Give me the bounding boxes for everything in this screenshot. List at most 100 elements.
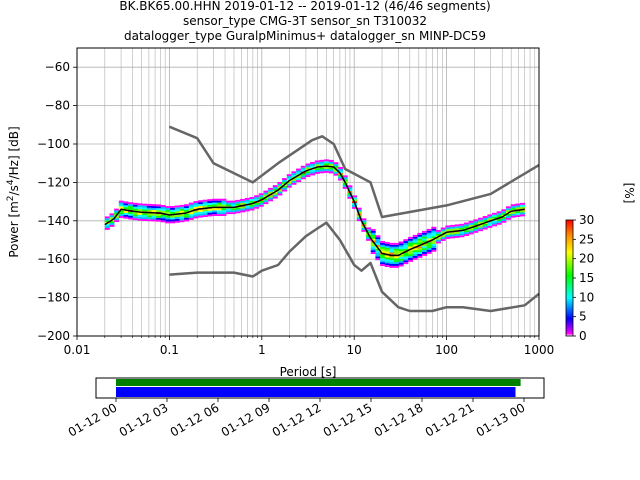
heatmap-cell (431, 232, 437, 235)
heatmap-cell (272, 188, 278, 191)
heatmap-cell (440, 237, 446, 240)
plot-background (77, 48, 539, 336)
heatmap-cell (128, 207, 134, 210)
heatmap-cell (478, 221, 483, 224)
heatmap-cell (338, 176, 344, 179)
heatmap-cell (244, 197, 250, 200)
heatmap-cell (468, 222, 474, 225)
heatmap-cell (375, 250, 381, 253)
heatmap-cell (440, 235, 446, 238)
heatmap-cell (408, 256, 414, 259)
y-axis: −60 −80 −100 −120 −140 −160 −180 −200 (37, 60, 77, 343)
heatmap-cell (384, 255, 390, 258)
heatmap-cell (254, 199, 260, 202)
heatmap-cell (506, 213, 511, 216)
heatmap-cell (375, 254, 381, 257)
heatmap-cell (464, 232, 470, 235)
heatmap-cell (380, 264, 386, 267)
heatmap-cell (235, 199, 241, 202)
heatmap-cell (520, 202, 525, 205)
heatmap-cell (123, 216, 129, 219)
heatmap-cell (142, 205, 148, 208)
heatmap-cell (249, 198, 255, 201)
heatmap-cell (188, 206, 194, 209)
heatmap-cell (174, 217, 180, 219)
heatmap-cell (333, 164, 339, 167)
heatmap-cell (146, 217, 152, 220)
heatmap-cell (440, 231, 446, 234)
heatmap-cell (328, 167, 334, 170)
colorbar-ticks: 0 5 10 15 20 25 30 (573, 213, 594, 343)
heatmap-cell (156, 219, 162, 222)
heatmap-cell (310, 163, 316, 166)
heatmap-cell (370, 248, 376, 251)
heatmap-cell (426, 228, 432, 231)
heatmap-cell (478, 217, 483, 220)
heatmap-cell (291, 182, 297, 185)
heatmap-cell (515, 213, 521, 216)
heatmap-cell (426, 230, 432, 233)
heatmap-cell (128, 204, 134, 207)
heatmap-cell (398, 249, 404, 252)
heatmap-cell (114, 210, 120, 213)
heatmap-cell (482, 218, 488, 220)
heatmap-cell (296, 168, 302, 171)
heatmap-cell (338, 178, 344, 181)
heatmap-cell (389, 258, 395, 261)
heatmap-cell (398, 251, 404, 254)
heatmap-cell (254, 195, 260, 198)
heatmap-cell (160, 205, 166, 207)
heatmap-cell (165, 211, 171, 214)
heatmap-cell (188, 214, 194, 217)
heatmap-cell (398, 247, 404, 250)
heatmap-cell (389, 264, 395, 266)
heatmap-cell (380, 250, 386, 253)
heatmap-cell (375, 235, 381, 238)
heatmap-cell (137, 209, 143, 212)
heatmap-cell (436, 239, 442, 242)
heatmap-cell (459, 233, 465, 236)
heatmap-cell (389, 248, 395, 251)
heatmap-cell (375, 244, 381, 247)
heatmap-cell (230, 202, 236, 205)
heatmap-cell (324, 170, 330, 173)
x-tick-label: 1 (258, 343, 266, 357)
heatmap-cell (487, 218, 493, 221)
heatmap-cell (380, 246, 386, 249)
heatmap-cell (174, 220, 180, 223)
heatmap-cell (436, 237, 442, 240)
heatmap-cell (114, 218, 120, 221)
heatmap-cell (123, 201, 129, 204)
heatmap-cell (160, 210, 166, 213)
heatmap-cell (482, 227, 488, 230)
heatmap-cell (319, 159, 325, 162)
heatmap-cell (319, 169, 325, 172)
heatmap-cell (370, 244, 376, 247)
heatmap-cell (104, 220, 110, 223)
heatmap-cell (333, 173, 339, 176)
heatmap-cell (170, 209, 176, 212)
heatmap-cell (445, 235, 451, 237)
heatmap-cell (324, 168, 330, 171)
heatmap-cell (361, 222, 367, 225)
heatmap-cell (356, 211, 362, 214)
heatmap-cell (137, 218, 143, 221)
heatmap-cell (422, 246, 428, 249)
heatmap-cell (328, 161, 334, 164)
heatmap-cell (403, 260, 409, 263)
heatmap-cell (300, 167, 306, 170)
heatmap-cell (380, 256, 386, 259)
heatmap-cell (426, 232, 432, 235)
heatmap-cell (314, 168, 320, 171)
colorbar: 0 5 10 15 20 25 30 [%] (565, 183, 636, 343)
heatmap-cell (328, 171, 334, 174)
heatmap-cell (291, 178, 297, 181)
heatmap-cell (356, 207, 362, 210)
x-tick-label: 1000 (524, 343, 555, 357)
heatmap-cell (118, 200, 124, 203)
heatmap-cell (356, 217, 362, 220)
heatmap-cell (226, 208, 232, 211)
heatmap-cell (123, 207, 129, 210)
heatmap-cell (263, 190, 269, 193)
heatmap-cell (291, 175, 297, 178)
